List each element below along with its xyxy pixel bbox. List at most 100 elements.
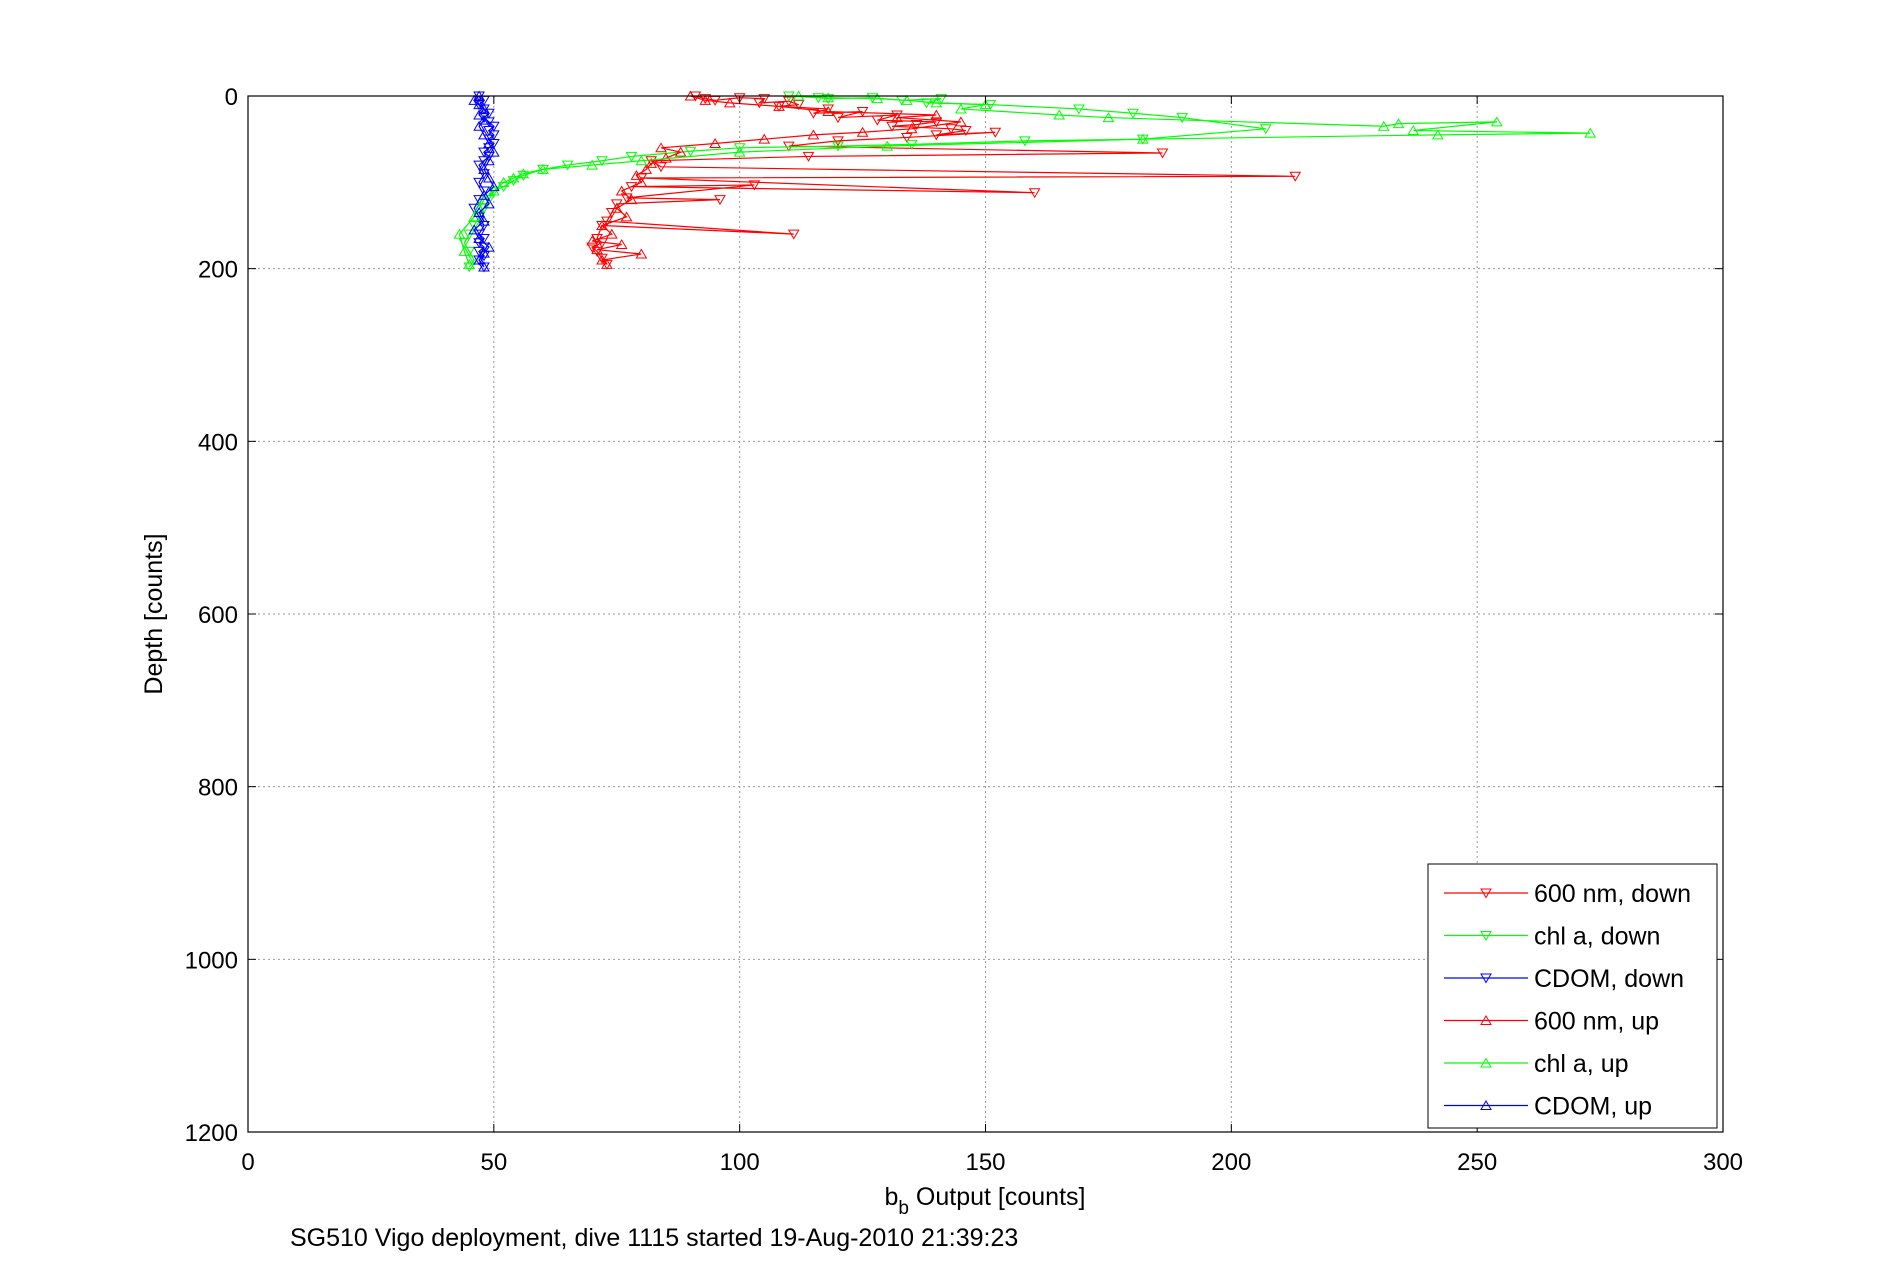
data-point [900,132,913,143]
data-point [822,92,835,103]
data-point [891,112,903,123]
data-point [478,114,490,125]
data-point [635,176,648,187]
data-point [625,182,638,193]
data-point [473,232,485,243]
data-point [1584,127,1597,138]
data-point [537,163,549,174]
data-point [807,108,820,119]
data-point [709,137,721,148]
data-point [625,194,638,205]
series-line [591,95,1296,265]
series-3 [586,90,967,269]
data-point [1127,108,1139,119]
x-tick-label: 100 [720,1149,760,1176]
data-point [758,133,771,144]
data-point [905,139,918,150]
x-tick-label: 250 [1457,1149,1497,1176]
x-tick-label: 0 [241,1149,254,1176]
data-point [699,94,712,105]
data-point [1176,113,1189,124]
data-point [979,99,992,110]
legend-item: 600 nm, up [1444,1008,1659,1036]
data-point [483,172,495,183]
legend-item: CDOM, up [1444,1093,1652,1121]
data-point [782,96,795,107]
data-point [1392,118,1405,129]
data-point [483,155,495,166]
data-point [487,146,500,157]
y-tick-label: 1000 [185,947,238,974]
legend-label: chl a, down [1534,923,1660,951]
y-tick-label: 0 [225,84,238,111]
data-point [591,246,603,257]
data-point [473,254,485,265]
data-point [453,228,466,239]
data-point [905,123,918,134]
data-point [945,124,957,135]
data-point [478,163,490,174]
data-point [955,116,967,127]
y-tick-label: 800 [198,775,238,802]
data-point [930,97,943,108]
data-point [812,93,825,104]
data-point [822,94,835,105]
data-point [655,142,667,153]
data-point [733,93,746,104]
data-point [792,100,805,111]
data-point [955,103,967,114]
data-point [507,176,520,187]
series-line [591,95,962,265]
data-point [478,129,490,140]
data-point [856,126,869,137]
data-point [930,130,943,141]
data-point [605,228,618,239]
data-point [935,94,948,105]
data-point [635,248,648,259]
data-point [891,110,903,121]
data-point [832,141,844,152]
legend-label: 600 nm, up [1534,1008,1659,1036]
data-point [910,119,923,130]
series-0 [586,91,1302,270]
data-point [832,113,844,124]
data-point [586,159,599,170]
data-point [807,129,820,140]
data-point [596,253,608,264]
data-point [723,97,736,108]
caption: SG510 Vigo deployment, dive 1115 started… [290,1224,1018,1252]
data-point [930,109,943,120]
data-point [871,93,884,104]
data-point [463,229,476,240]
data-point [699,94,712,105]
data-point [802,151,815,162]
data-point [856,107,869,118]
data-point [625,151,638,162]
data-point [478,186,490,197]
data-point [645,156,658,167]
data-point [483,241,495,252]
data-point [881,140,894,151]
y-tick-label: 600 [198,602,238,629]
data-point [787,229,800,240]
x-tick-label: 150 [965,1149,1005,1176]
data-point [832,136,844,147]
legend-item: chl a, down [1444,923,1660,951]
data-point [596,220,608,230]
data-point [900,94,913,105]
data-point [483,137,495,148]
legend-label: chl a, up [1534,1050,1629,1078]
data-point [753,98,766,109]
data-point [478,215,490,226]
legend: 600 nm, down chl a, down CDOM, down 600 nm,… [1427,863,1718,1129]
data-point [1377,120,1390,131]
data-point [615,185,628,196]
data-point [591,244,603,255]
data-point [822,106,835,117]
legend-marker [1480,973,1492,984]
data-point [920,98,933,109]
x-tick-label: 300 [1703,1149,1743,1176]
y-tick-label: 200 [198,257,238,284]
legend-item: CDOM, down [1444,965,1684,993]
data-point [473,109,485,120]
